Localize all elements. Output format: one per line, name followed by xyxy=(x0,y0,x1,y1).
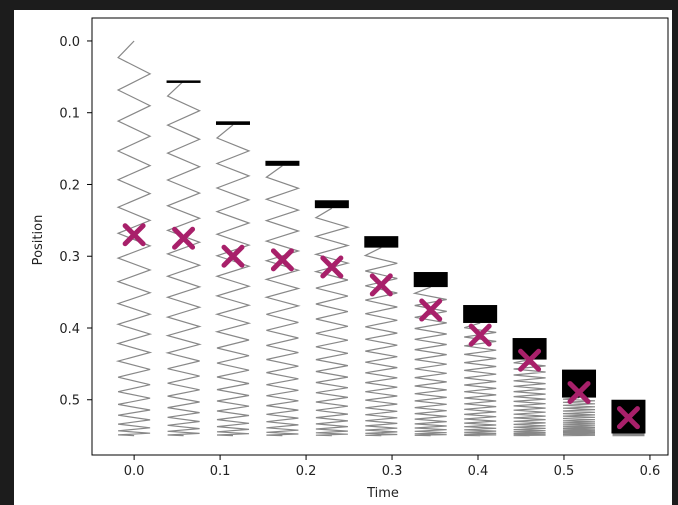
y-tick-label: 0.3 xyxy=(59,250,80,265)
x-tick-label: 0.4 xyxy=(468,464,489,479)
block xyxy=(364,236,398,247)
x-tick-label: 0.1 xyxy=(210,464,231,479)
y-tick-label: 0.4 xyxy=(59,322,80,337)
y-axis-label: Position xyxy=(31,215,46,266)
spring xyxy=(613,434,645,436)
block xyxy=(414,272,448,287)
block xyxy=(513,338,547,360)
block xyxy=(167,80,201,83)
block xyxy=(216,121,250,125)
chart: Time Position 0.0 0.1 0.2 0.3 0.4 0.5 0.6 0.0 0.… xyxy=(0,0,678,505)
x-tick-label: 0.3 xyxy=(382,464,403,479)
y-tick-label: 0.1 xyxy=(59,107,80,122)
block xyxy=(315,200,349,208)
y-tick-label: 0.5 xyxy=(59,394,80,409)
block xyxy=(265,161,299,166)
page: {"chart_data": { "type": "spring", "x_la… xyxy=(0,0,678,505)
x-tick-label: 0.0 xyxy=(124,464,145,479)
block xyxy=(463,305,497,323)
x-tick-label: 0.5 xyxy=(554,464,575,479)
x-tick-label: 0.6 xyxy=(640,464,661,479)
y-tick-label: 0.2 xyxy=(59,178,80,193)
x-axis-label: Time xyxy=(366,486,399,501)
y-tick-label: 0.0 xyxy=(59,35,80,50)
x-tick-label: 0.2 xyxy=(296,464,317,479)
